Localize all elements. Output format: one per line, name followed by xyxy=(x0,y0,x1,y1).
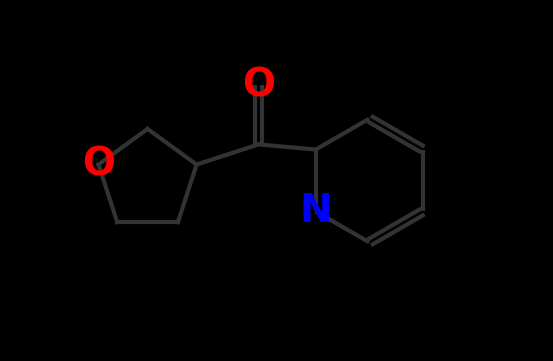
Text: O: O xyxy=(82,145,115,183)
Text: O: O xyxy=(242,66,275,104)
Text: N: N xyxy=(299,192,332,230)
